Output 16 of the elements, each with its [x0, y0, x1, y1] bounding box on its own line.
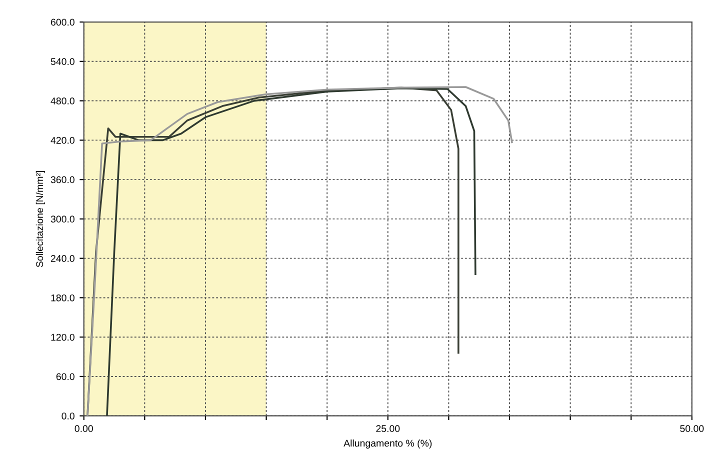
y-tick-label: 420.0	[50, 136, 74, 144]
y-tick-label: 120.0	[51, 334, 74, 341]
y-tick-label: 60.0	[56, 373, 74, 380]
y-tick-label: 300.0	[50, 216, 74, 223]
y-tick-label: 240.0	[51, 255, 74, 262]
x-axis-title: Allungamento % (%)	[344, 440, 432, 449]
x-tick-label: 50.00	[680, 425, 704, 432]
y-tick-label: 360.0	[50, 176, 74, 184]
y-tick-label: 480.0	[50, 98, 74, 104]
y-tick-label: 0.0	[62, 412, 74, 420]
y-tick-label: 180.0	[51, 294, 74, 302]
y-tick-label: 600.0	[51, 18, 74, 26]
y-axis-title: Sollecitazione [N/mm²]	[36, 171, 45, 268]
x-tick-label: 25.00	[376, 425, 400, 432]
y-tick-label: 540.0	[50, 58, 74, 66]
x-tick-label: 0.00	[74, 425, 93, 432]
